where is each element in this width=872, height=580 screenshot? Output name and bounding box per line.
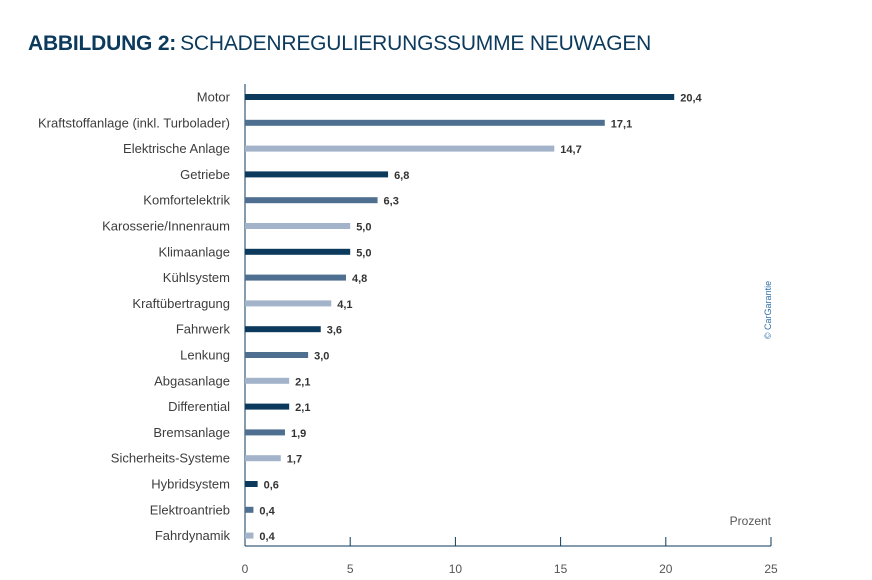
x-axis-unit-label: Prozent xyxy=(730,514,772,528)
bar-value-label: 3,6 xyxy=(327,325,342,337)
bar xyxy=(245,403,290,410)
bar-value-label: 0,4 xyxy=(259,531,275,543)
category-label: Sicherheits-Systeme xyxy=(111,451,230,466)
chart-title-prefix: ABBILDUNG 2: xyxy=(28,32,177,55)
bar-value-label: 20,4 xyxy=(680,93,702,105)
bar xyxy=(245,274,346,281)
category-label: Bremsanlage xyxy=(153,425,230,440)
category-label: Getriebe xyxy=(180,167,230,182)
category-label: Motor xyxy=(197,90,231,105)
bar xyxy=(245,119,605,126)
bar-value-label: 3,0 xyxy=(314,351,329,363)
bar-value-label: 6,8 xyxy=(394,170,409,182)
bar xyxy=(245,223,351,229)
x-tick-label: 0 xyxy=(242,562,249,576)
bar-value-label: 2,1 xyxy=(295,402,310,414)
category-label: Elektrische Anlage xyxy=(123,141,230,156)
bar xyxy=(245,455,281,462)
bar xyxy=(245,352,309,358)
bar-value-label: 4,8 xyxy=(352,273,367,285)
bar xyxy=(245,377,290,384)
bar xyxy=(245,248,351,255)
bar xyxy=(245,94,675,100)
bar-value-label: 1,7 xyxy=(287,454,302,466)
category-label: Lenkung xyxy=(180,348,230,363)
category-label: Fahrdynamik xyxy=(155,528,231,543)
bar-value-label: 17,1 xyxy=(611,118,632,130)
category-label: Differential xyxy=(168,399,230,414)
category-label: Kraftstoffanlage (inkl. Turbolader) xyxy=(38,115,230,130)
bar-value-label: 2,1 xyxy=(295,376,310,388)
category-label: Elektroantrieb xyxy=(150,502,230,517)
category-label: Hybridsystem xyxy=(151,477,230,492)
bar-value-label: 1,9 xyxy=(291,428,306,440)
x-tick-label: 15 xyxy=(554,562,568,576)
category-label: Karosserie/Innenraum xyxy=(102,219,230,234)
bar-value-label: 0,6 xyxy=(264,480,279,492)
category-label: Kühlsystem xyxy=(163,270,230,285)
category-label: Fahrwerk xyxy=(176,322,231,337)
chart-title: ABBILDUNG 2: SCHADENREGULIERUNGSSUMME NEU… xyxy=(28,32,651,56)
category-label: Kraftübertragung xyxy=(132,296,230,311)
x-tick-label: 25 xyxy=(764,562,778,576)
category-label: Komfortelektrik xyxy=(143,193,230,208)
bar-value-label: 5,0 xyxy=(356,247,371,259)
bar-value-label: 5,0 xyxy=(356,222,371,234)
bar-value-label: 6,3 xyxy=(384,196,399,208)
category-label: Klimaanlage xyxy=(158,244,230,259)
bar xyxy=(245,145,555,152)
bar xyxy=(245,197,378,204)
bar-value-label: 0,4 xyxy=(259,505,275,517)
bar xyxy=(245,300,332,307)
bar xyxy=(245,171,389,178)
bar xyxy=(245,481,258,487)
bar xyxy=(245,326,321,333)
bar xyxy=(245,429,285,436)
bar xyxy=(245,532,254,539)
bar-value-label: 14,7 xyxy=(560,144,581,156)
copyright-credit: © CarGarantie xyxy=(763,280,773,340)
chart-title-text: SCHADENREGULIERUNGSSUMME NEUWAGEN xyxy=(180,32,652,55)
bar xyxy=(245,506,254,513)
x-tick-label: 20 xyxy=(659,562,673,576)
x-tick-label: 5 xyxy=(347,562,354,576)
bar-value-label: 4,1 xyxy=(337,299,352,311)
x-tick-label: 10 xyxy=(449,562,463,576)
category-label: Abgasanlage xyxy=(154,373,230,388)
